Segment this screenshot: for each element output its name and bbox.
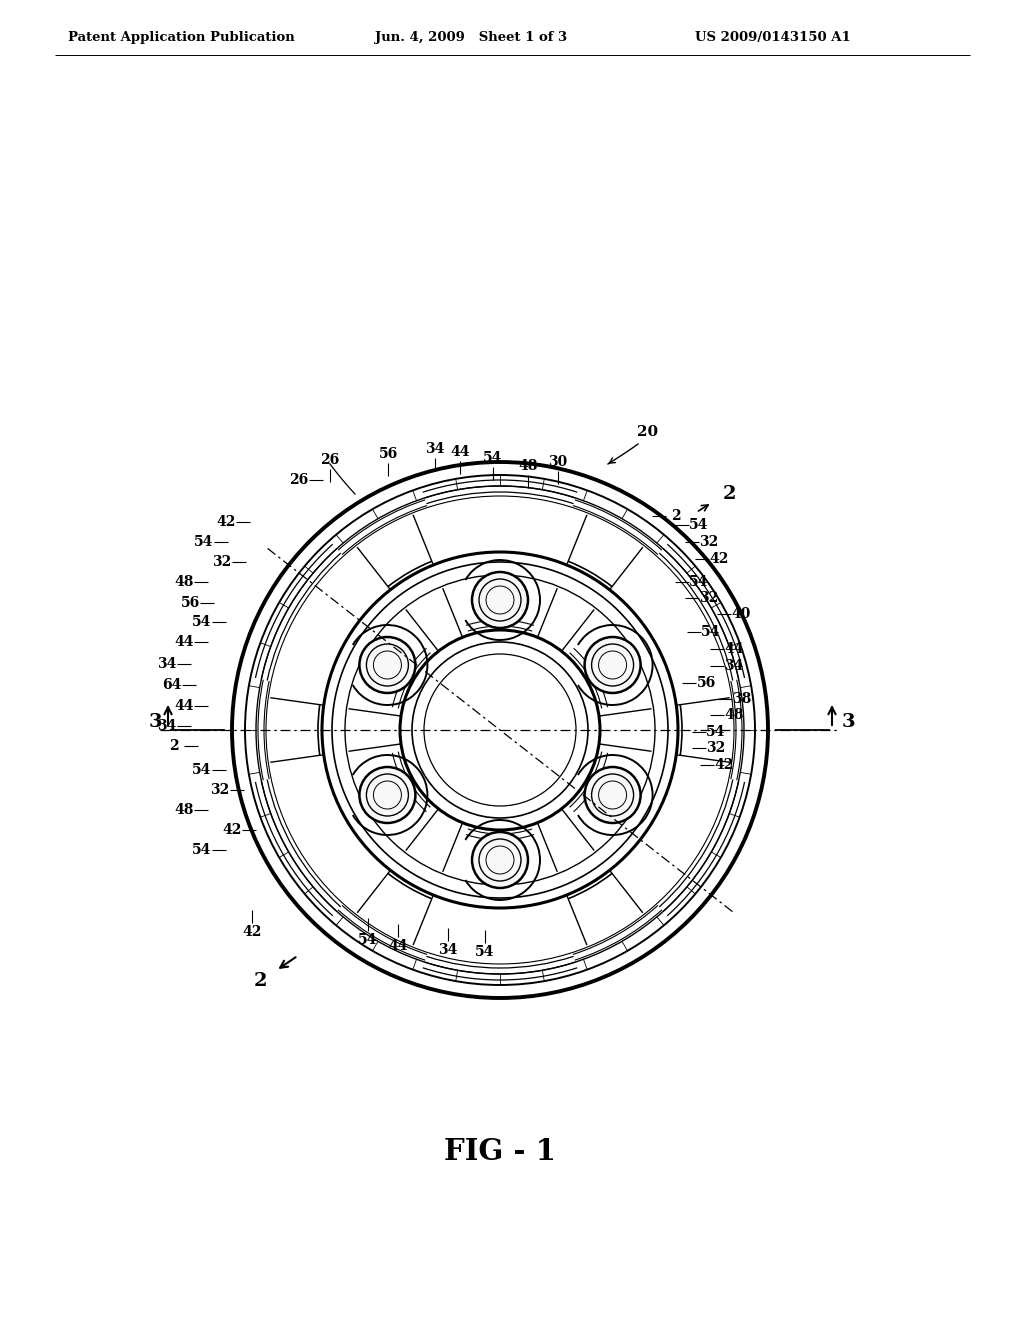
- Text: 40: 40: [731, 607, 751, 620]
- Text: 48: 48: [174, 576, 194, 589]
- Text: 34: 34: [158, 719, 177, 733]
- Text: 44: 44: [174, 700, 194, 713]
- Text: 2: 2: [671, 510, 681, 523]
- Text: 54: 54: [701, 624, 721, 639]
- Circle shape: [359, 767, 416, 822]
- Text: 34: 34: [724, 659, 743, 673]
- Text: 3: 3: [841, 713, 855, 731]
- Text: FIG - 1: FIG - 1: [444, 1138, 556, 1167]
- Circle shape: [585, 767, 641, 822]
- Text: 48: 48: [174, 803, 194, 817]
- Text: 42: 42: [216, 515, 236, 529]
- Text: 54: 54: [193, 843, 212, 857]
- Text: 56: 56: [379, 447, 397, 461]
- Text: 34: 34: [158, 657, 177, 671]
- Text: 34: 34: [438, 942, 458, 957]
- Text: 56: 56: [180, 597, 200, 610]
- Text: 44: 44: [174, 635, 194, 649]
- Text: 44: 44: [724, 642, 743, 656]
- Text: Patent Application Publication: Patent Application Publication: [68, 32, 295, 45]
- Text: 30: 30: [549, 455, 567, 469]
- Text: Jun. 4, 2009   Sheet 1 of 3: Jun. 4, 2009 Sheet 1 of 3: [375, 32, 567, 45]
- Text: 54: 54: [689, 576, 709, 589]
- Text: 32: 32: [699, 591, 719, 605]
- Text: 34: 34: [425, 442, 444, 455]
- Text: 42: 42: [222, 822, 242, 837]
- Circle shape: [585, 638, 641, 693]
- Text: 32: 32: [707, 741, 726, 755]
- Text: 2: 2: [722, 486, 736, 503]
- Text: 42: 42: [243, 925, 262, 939]
- Text: 32: 32: [699, 535, 719, 549]
- Text: 54: 54: [193, 615, 212, 630]
- Text: 54: 54: [193, 763, 212, 777]
- Text: 42: 42: [710, 552, 729, 566]
- Circle shape: [359, 638, 416, 693]
- Text: 44: 44: [451, 445, 470, 459]
- Text: US 2009/0143150 A1: US 2009/0143150 A1: [695, 32, 851, 45]
- Text: 54: 54: [483, 451, 503, 465]
- Circle shape: [472, 572, 528, 628]
- Text: 54: 54: [358, 933, 378, 946]
- Text: 48: 48: [724, 708, 743, 722]
- Text: 32: 32: [210, 783, 229, 797]
- Text: 48: 48: [518, 459, 538, 473]
- Text: 54: 54: [195, 535, 214, 549]
- Text: 20: 20: [637, 425, 658, 440]
- Text: 42: 42: [715, 758, 733, 772]
- Text: 54: 54: [475, 945, 495, 960]
- Text: 26: 26: [321, 453, 340, 467]
- Text: 56: 56: [696, 676, 716, 690]
- Text: 26: 26: [290, 473, 308, 487]
- Text: 54: 54: [689, 517, 709, 532]
- Text: 2: 2: [254, 972, 267, 990]
- Text: 32: 32: [212, 554, 231, 569]
- Text: 64: 64: [163, 678, 181, 692]
- Text: 2: 2: [169, 739, 179, 752]
- Text: 44: 44: [388, 939, 408, 953]
- Text: 3: 3: [148, 713, 162, 731]
- Circle shape: [472, 832, 528, 888]
- Text: 54: 54: [707, 725, 726, 739]
- Text: 38: 38: [732, 692, 752, 706]
